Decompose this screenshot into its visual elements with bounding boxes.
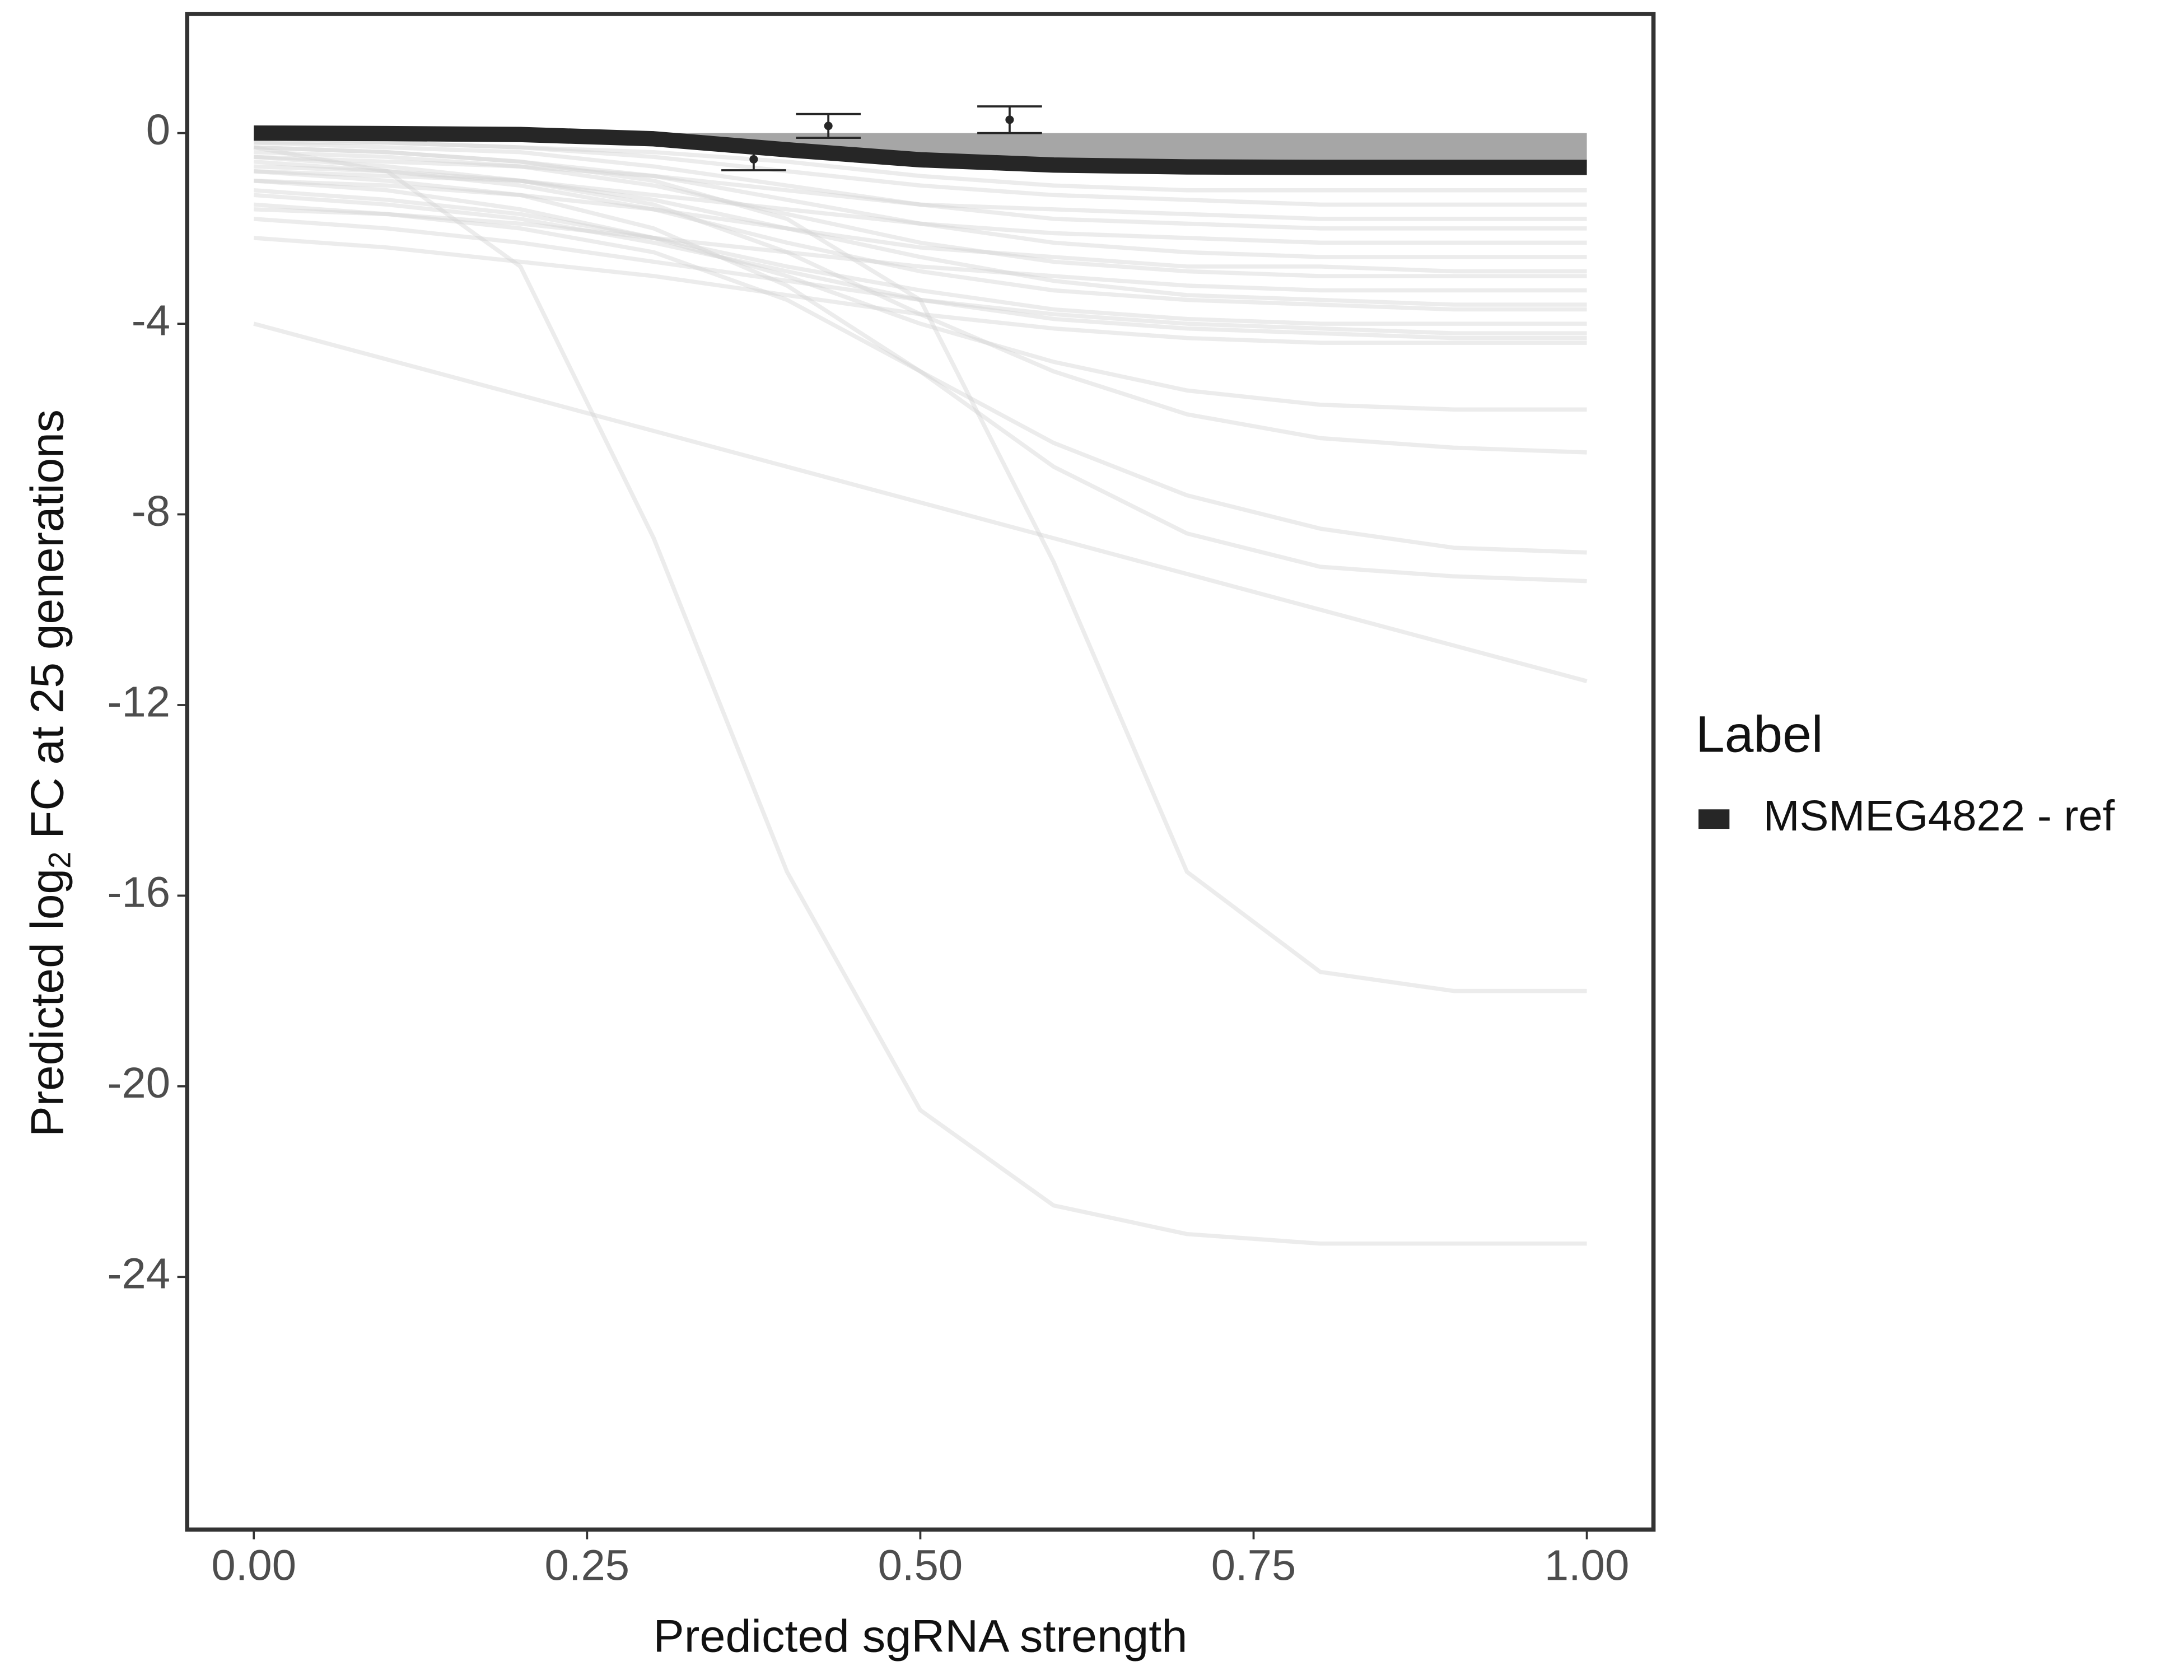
background-line <box>253 236 1587 345</box>
x-tick-label: 0.00 <box>211 1542 296 1590</box>
background-line <box>254 164 1587 307</box>
background-line <box>254 169 1587 245</box>
background-line <box>253 145 1587 1246</box>
background-line <box>254 145 1587 993</box>
plot-frame <box>185 12 1656 1532</box>
y-label-suffix: FC at 25 generations <box>21 409 73 851</box>
legend-label: MSMEG4822 - ref <box>1763 792 2115 840</box>
x-axis-label: Predicted sgRNA strength <box>653 1611 1187 1662</box>
y-label-subscript: 2 <box>42 852 77 869</box>
background-line <box>253 169 1587 584</box>
x-tick-label: 0.50 <box>878 1542 963 1590</box>
y-tick-label: -12 <box>107 678 170 726</box>
x-tick-label: 1.00 <box>1544 1542 1630 1590</box>
background-line <box>253 321 1588 684</box>
y-tick-label: -4 <box>132 297 170 345</box>
x-tick-label: 0.75 <box>1211 1542 1296 1590</box>
y-axis-label: Predicted log2 FC at 25 generations <box>21 409 77 1137</box>
background-line <box>253 179 1587 412</box>
background-line <box>253 202 1587 555</box>
y-tick-label: -8 <box>132 487 170 535</box>
legend-key <box>1698 809 1730 829</box>
y-tick-label: -24 <box>107 1250 170 1298</box>
y-tick-label: 0 <box>146 106 170 154</box>
background-line <box>253 159 1587 312</box>
point <box>749 155 758 164</box>
background-line <box>254 140 1587 207</box>
point <box>824 122 833 130</box>
y-tick-label: -16 <box>107 869 170 917</box>
background-line <box>254 145 1587 259</box>
y-label-text: Predicted log <box>21 869 73 1137</box>
x-tick-label: 0.25 <box>545 1542 630 1590</box>
background-line <box>254 136 1587 193</box>
background-line <box>253 155 1587 455</box>
background-line <box>254 207 1587 293</box>
point <box>1005 115 1014 124</box>
background-line <box>253 188 1587 326</box>
legend-title: Label <box>1696 705 1823 763</box>
background-line <box>254 179 1587 274</box>
background-line <box>253 217 1587 335</box>
background-line <box>254 150 1587 278</box>
background-line <box>253 193 1587 340</box>
reference-line <box>254 125 1587 175</box>
y-tick-label: -20 <box>107 1060 170 1108</box>
background-line <box>254 140 1587 231</box>
background-line <box>254 155 1587 221</box>
ribbon <box>254 133 1587 167</box>
